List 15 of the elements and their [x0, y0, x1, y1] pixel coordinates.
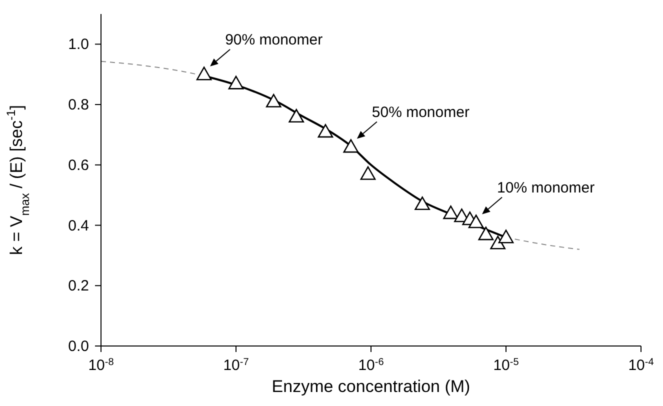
annotation: 90% monomer — [225, 31, 323, 48]
y-tick-label: 0.4 — [68, 217, 89, 234]
annotation: 10% monomer — [497, 179, 595, 196]
y-tick-label: 0.0 — [68, 338, 89, 355]
x-tick-label: 10$^{-5}$ — [493, 356, 520, 374]
x-axis-title: Enzyme concentration (M) — [272, 377, 470, 396]
y-tick-label: 0.6 — [68, 156, 89, 174]
y-tick-label: 1.0 — [68, 36, 89, 54]
y-tick-label: 0.2 — [68, 278, 89, 295]
x-tick-label: 10$^{-4}$ — [628, 356, 654, 374]
annotation: 50% monomer — [372, 104, 470, 121]
x-tick-label: 10$^{-6}$ — [358, 356, 384, 374]
x-tick-label: 10$^{-8}$ — [88, 356, 114, 374]
x-tick-label: 10$^{-7}$ — [223, 356, 250, 374]
y-tick-label: 0.8 — [68, 96, 89, 114]
